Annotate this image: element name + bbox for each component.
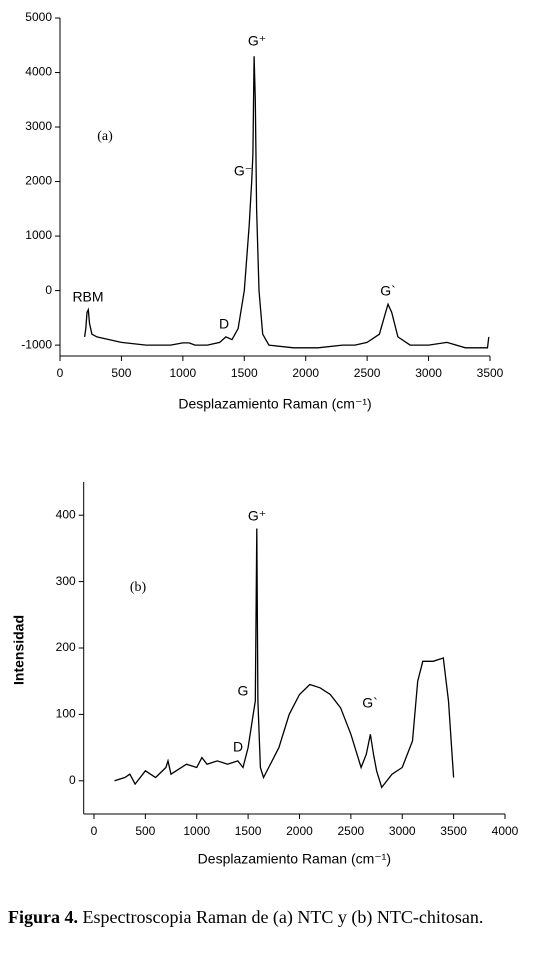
caption-label: Figura 4. — [8, 907, 78, 927]
y-tick-label: 0 — [69, 773, 76, 787]
x-axis-label: Desplazamiento Raman (cm⁻¹) — [178, 396, 371, 412]
y-tick-label: 3000 — [25, 119, 52, 133]
x-tick-label: 1000 — [170, 366, 197, 380]
annotation: G⁺ — [248, 508, 266, 524]
annotation: G` — [380, 283, 396, 299]
y-tick-label: 1000 — [25, 228, 52, 242]
y-tick-label: 5000 — [25, 10, 52, 24]
x-tick-label: 3500 — [440, 824, 467, 838]
x-tick-label: 500 — [135, 824, 155, 838]
x-tick-label: 2000 — [292, 366, 319, 380]
x-axis-label: Desplazamiento Raman (cm⁻¹) — [198, 851, 391, 867]
y-tick-label: 0 — [45, 283, 52, 297]
x-tick-label: 3000 — [389, 824, 416, 838]
caption-text: Espectroscopia Raman de (a) NTC y (b) NT… — [82, 907, 484, 927]
y-tick-label: -1000 — [21, 337, 52, 351]
annotation: D — [219, 316, 229, 332]
y-tick-label: 100 — [56, 707, 76, 721]
annotation: G⁺ — [248, 33, 266, 49]
annotation: G — [238, 683, 249, 699]
x-tick-label: 500 — [111, 366, 131, 380]
annotation: (b) — [130, 580, 147, 595]
annotation: G` — [362, 695, 378, 711]
x-tick-label: 3000 — [415, 366, 442, 380]
annotation: G⁻ — [234, 163, 252, 179]
x-tick-label: 3500 — [477, 366, 504, 380]
x-tick-label: 4000 — [492, 824, 519, 838]
x-tick-label: 1500 — [235, 824, 262, 838]
x-tick-label: 1500 — [231, 366, 258, 380]
y-tick-label: 300 — [56, 574, 76, 588]
x-tick-label: 0 — [91, 824, 98, 838]
annotation: RBM — [72, 289, 103, 305]
x-tick-label: 0 — [57, 366, 64, 380]
x-tick-label: 2500 — [338, 824, 365, 838]
x-tick-label: 2500 — [354, 366, 381, 380]
annotation: (a) — [97, 129, 113, 144]
y-tick-label: 4000 — [25, 65, 52, 79]
caption: Figura 4. Espectroscopia Raman de (a) NT… — [8, 904, 526, 930]
y-axis-label: Intensidad — [11, 615, 27, 685]
x-tick-label: 1000 — [183, 824, 210, 838]
spectrum-line — [83, 56, 490, 349]
y-tick-label: 200 — [56, 640, 76, 654]
x-tick-label: 2000 — [286, 824, 313, 838]
y-tick-label: 400 — [56, 507, 76, 521]
y-tick-label: 2000 — [25, 174, 52, 188]
annotation: D — [233, 739, 243, 755]
spectrum-line — [114, 528, 455, 789]
